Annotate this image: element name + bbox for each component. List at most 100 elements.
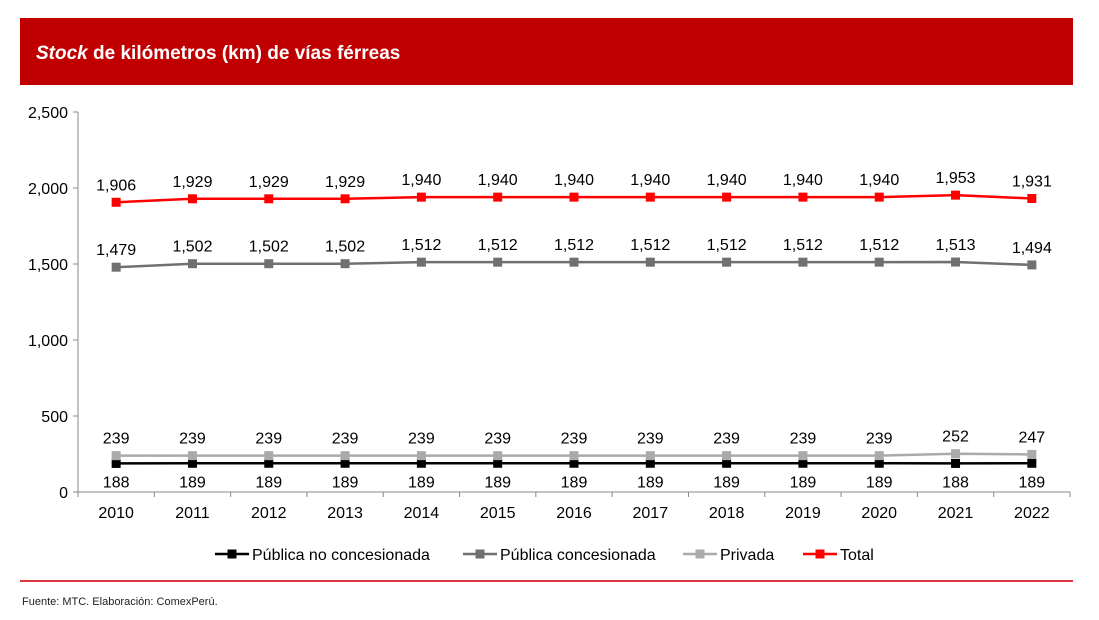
data-point [645,192,655,202]
data-point [1027,449,1037,459]
data-point [722,192,732,202]
data-point [187,458,197,468]
y-tick-label: 2,000 [28,181,68,198]
source-note: Fuente: MTC. Elaboración: ComexPerú. [22,596,218,608]
data-label: 1,513 [936,237,976,254]
y-tick-label: 0 [59,485,68,502]
data-point [340,194,350,204]
data-point [569,451,579,461]
data-point [493,458,503,468]
data-label: 1,502 [249,239,289,256]
legend-label: Privada [720,547,774,564]
data-point [951,257,961,267]
data-label: 189 [484,474,511,491]
y-tick-label: 1,500 [28,257,68,274]
data-label: 188 [942,474,969,491]
data-label: 239 [637,431,664,448]
data-label: 1,512 [859,237,899,254]
chart-title: Stock de kilómetros (km) de vías férreas [20,18,1073,85]
data-point [798,257,808,267]
data-label: 1,906 [96,177,136,194]
data-point [645,451,655,461]
data-label: 1,512 [401,237,441,254]
data-label: 1,512 [478,237,518,254]
data-label: 239 [713,431,740,448]
x-tick-label: 2015 [480,505,516,522]
data-label: 188 [103,474,130,491]
divider [20,580,1073,582]
x-tick-label: 2012 [251,505,287,522]
data-point [111,262,121,272]
data-label: 189 [408,474,435,491]
data-point [874,458,884,468]
data-label: 1,512 [630,237,670,254]
data-point [798,458,808,468]
data-point [416,257,426,267]
data-label: 1,940 [707,172,747,189]
data-point [569,192,579,202]
x-tick-label: 2020 [861,505,897,522]
data-point [722,458,732,468]
data-point [111,197,121,207]
data-point [874,451,884,461]
data-label: 239 [866,431,893,448]
data-label: 1,929 [325,174,365,191]
data-label: 239 [332,431,359,448]
x-tick-label: 2011 [175,505,210,522]
data-point [1027,458,1037,468]
data-point [340,259,350,269]
data-point [340,458,350,468]
data-point [951,190,961,200]
data-label: 239 [255,431,282,448]
data-point [874,192,884,202]
data-label: 189 [332,474,359,491]
data-label: 239 [484,431,511,448]
x-tick-label: 2017 [633,505,669,522]
legend-marker [475,549,485,559]
data-point [951,458,961,468]
data-point [187,259,197,269]
data-label: 239 [561,431,588,448]
data-label: 189 [637,474,664,491]
data-point [416,458,426,468]
legend-label: Pública concesionada [500,547,656,564]
data-point [1027,193,1037,203]
x-tick-label: 2018 [709,505,745,522]
y-tick-label: 500 [41,409,68,426]
data-label: 1,479 [96,242,136,259]
title-italic: Stock [36,43,88,64]
data-point [187,194,197,204]
data-label: 1,940 [859,172,899,189]
data-point [493,451,503,461]
data-point [416,451,426,461]
data-label: 1,494 [1012,240,1052,257]
title-rest: de kilómetros (km) de vías férreas [87,43,401,64]
data-label: 239 [179,431,206,448]
data-label: 1,940 [478,172,518,189]
data-point [874,257,884,267]
data-point [340,451,350,461]
data-point [722,451,732,461]
data-label: 1,931 [1012,173,1052,190]
data-label: 239 [790,431,817,448]
data-label: 1,940 [554,172,594,189]
data-label: 189 [1018,474,1045,491]
x-tick-label: 2016 [556,505,592,522]
data-point [645,257,655,267]
data-label: 1,512 [554,237,594,254]
data-label: 1,512 [783,237,823,254]
data-point [416,192,426,202]
data-point [111,458,121,468]
data-label: 252 [942,429,969,446]
data-point [1027,260,1037,270]
y-tick-label: 2,500 [28,105,68,122]
data-label: 1,940 [401,172,441,189]
data-point [187,451,197,461]
x-tick-label: 2022 [1014,505,1050,522]
data-label: 189 [713,474,740,491]
legend-marker [815,549,825,559]
data-label: 239 [103,431,130,448]
data-point [493,257,503,267]
data-label: 189 [561,474,588,491]
